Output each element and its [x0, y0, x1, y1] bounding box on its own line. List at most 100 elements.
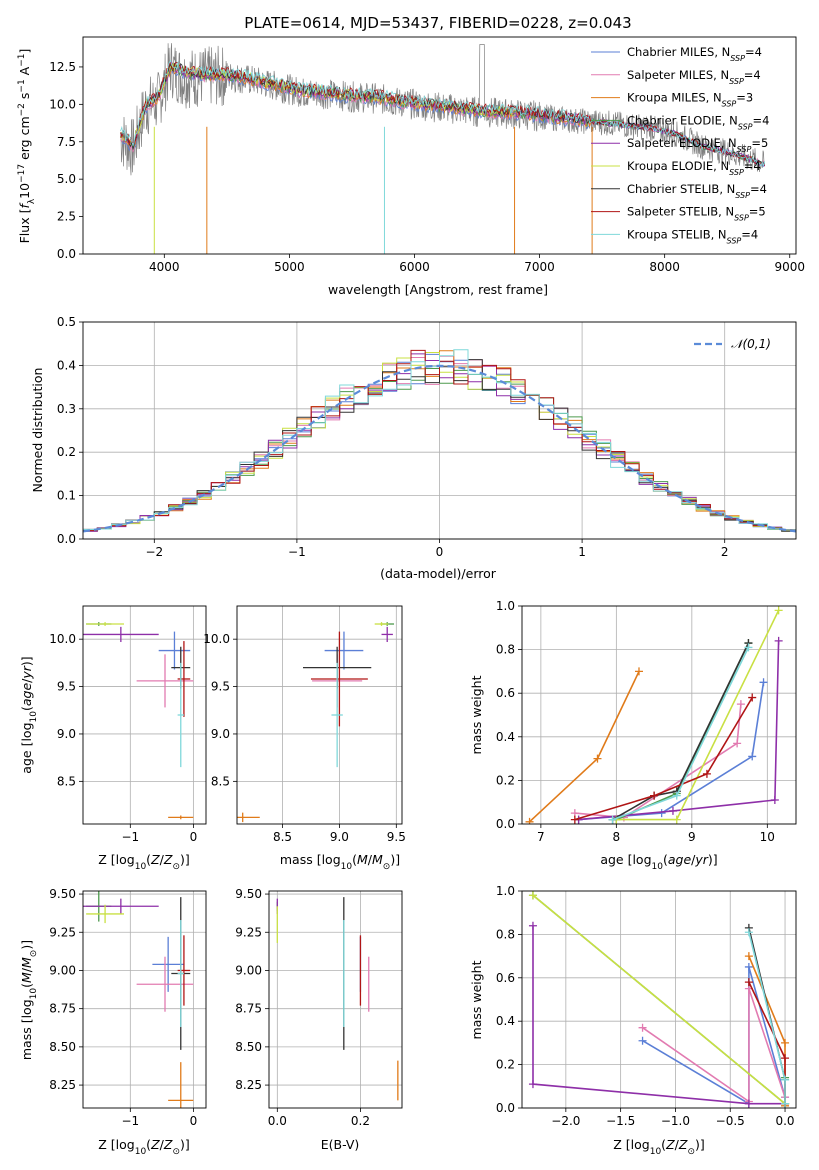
axes-frame	[82, 36, 797, 255]
point-salpeter_miles	[136, 956, 194, 1012]
x-axis-label: wavelength [Angstrom, rest frame]	[328, 282, 548, 297]
y-tick-label: 0.0	[496, 817, 515, 831]
x-tick-label: −2.0	[551, 1114, 580, 1128]
x-tick-label: 7000	[524, 260, 555, 274]
x-tick-label: 0.0	[268, 1114, 287, 1128]
axes-frame	[521, 605, 797, 825]
y-tick-label: 0.1	[57, 489, 76, 503]
y-tick-label: 0.4	[57, 358, 76, 372]
x-tick-label: 2	[721, 545, 729, 559]
chart-weight_vs_age: 7 8 9 10 0.0 0.2 0.4 0.6 0.8 1.0 age [log10(age/yr…	[469, 599, 797, 872]
series-salpeter_elodie	[528, 921, 790, 1108]
series-marker	[744, 928, 753, 937]
y-tick-label: 8.75	[235, 1002, 262, 1016]
x-tick-label: 6000	[399, 260, 430, 274]
y-tick-label: 0.3	[57, 402, 76, 416]
axes-frame	[268, 890, 403, 1109]
x-tick-label: −0.5	[716, 1114, 745, 1128]
series-marker	[781, 1038, 790, 1047]
series-line	[616, 610, 780, 821]
y-tick-label: 9.50	[235, 887, 262, 901]
point-salpeter_stelib	[177, 935, 191, 1006]
point-kroupa_miles	[237, 812, 260, 823]
x-tick-label: 9.5	[387, 830, 406, 844]
x-axis-label: Z [log10(Z/Z⊙)]	[98, 852, 190, 872]
point-kroupa_miles	[168, 815, 194, 820]
series-marker	[672, 815, 681, 824]
y-tick-label: 0.0	[57, 532, 76, 546]
y-tick-label: 0.2	[57, 445, 76, 459]
plot-area	[276, 897, 399, 1101]
y-tick-label: 9.00	[235, 963, 262, 977]
histogram-kroupa_stelib	[83, 349, 796, 531]
x-tick-label: 0	[436, 545, 444, 559]
series-marker	[638, 1023, 647, 1032]
grid	[269, 891, 402, 1108]
y-tick-label: 0.0	[496, 1101, 515, 1115]
series-marker	[702, 769, 711, 778]
y-tick-label: 9.0	[57, 727, 76, 741]
plot-area	[528, 891, 790, 1108]
series-marker	[528, 891, 537, 900]
legend-label: Kroupa MILES, NSSP=3	[627, 91, 753, 109]
y-tick-label: 0.0	[57, 247, 76, 261]
point-kroupa_stelib	[177, 920, 184, 1028]
axes-frame	[82, 890, 207, 1109]
series-line	[574, 697, 753, 821]
x-tick-label: 8000	[649, 260, 680, 274]
legend-label: Chabrier MILES, NSSP=4	[627, 45, 762, 63]
y-axis-label: Flux [fλ10−17 erg cm−2 s−1 A−1]	[17, 49, 37, 244]
point-kroupa_elodie	[374, 622, 389, 626]
point-chabrier_miles	[158, 631, 191, 670]
series-marker	[570, 815, 579, 824]
model-spectrum-chabrier_stelib	[120, 62, 765, 165]
series-line	[642, 988, 786, 1104]
axes: −1 0 8.25 8.50 8.75 9.00 9.25 9.50	[49, 887, 207, 1128]
series-line	[578, 682, 765, 821]
y-tick-label: 0.2	[496, 773, 515, 787]
series-line	[574, 704, 742, 819]
x-tick-label: 0	[190, 830, 198, 844]
series-kroupa_elodie	[528, 891, 790, 1108]
chart-age_vs_mass: 8.5 9.0 9.5 8.5 9.0 9.5 10.0 mass [log10(M/M⊙)]	[203, 605, 406, 872]
axes-frame	[82, 605, 207, 825]
y-tick-label: 1.0	[496, 884, 515, 898]
axes: −2 −1 0 1 2 0.0 0.1 0.2 0.3 0.4 0.5	[57, 315, 797, 559]
legend: Chabrier MILES, NSSP=4 Salpeter MILES, NS…	[591, 45, 769, 245]
x-tick-label: 0.0	[775, 1114, 794, 1128]
y-tick-label: 0.5	[57, 315, 76, 329]
x-tick-label: 9.0	[330, 830, 349, 844]
series-marker	[770, 796, 779, 805]
legend-label: Kroupa ELODIE, NSSP=4	[627, 159, 761, 177]
series-marker	[748, 752, 757, 761]
axes: 7 8 9 10 0.0 0.2 0.4 0.6 0.8 1.0	[496, 599, 797, 844]
series-line	[616, 642, 750, 821]
plot-area	[83, 349, 796, 533]
y-tick-label: 9.5	[57, 680, 76, 694]
y-tick-label: 0.4	[496, 730, 515, 744]
point-salpeter_stelib	[310, 631, 368, 727]
legend-label: Salpeter MILES, NSSP=4	[627, 68, 761, 86]
series-marker	[608, 815, 617, 824]
axes: −1 0 8.5 9.0 9.5 10.0	[49, 605, 207, 844]
legend-label: Chabrier STELIB, NSSP=4	[627, 182, 767, 200]
series-marker	[736, 700, 745, 709]
y-tick-label: 8.75	[49, 1002, 76, 1016]
plot-area	[237, 622, 395, 823]
point-chabrier_miles	[324, 631, 364, 670]
series-marker	[774, 636, 783, 645]
x-axis-label: E(B-V)	[321, 1137, 360, 1152]
axes: 8.5 9.0 9.5 8.5 9.0 9.5 10.0	[203, 605, 406, 844]
axes: −2.0 −1.5 −1.0 −0.5 0.0 0.0 0.2 0.4 0.6 0.8 1.0	[496, 884, 797, 1128]
series-marker	[528, 921, 537, 930]
x-tick-label: 7	[537, 830, 545, 844]
chart-mass_vs_Z: −1 0 8.25 8.50 8.75 9.00 9.25 9.50 Z [log10(Z/Z⊙…	[19, 887, 207, 1157]
x-tick-label: −1.0	[661, 1114, 690, 1128]
series-marker	[759, 678, 768, 687]
x-tick-label: 1	[578, 545, 586, 559]
series-kroupa_stelib	[744, 928, 790, 1108]
x-axis-label: age [log10(age/yr)]	[600, 852, 717, 872]
y-axis-label: Normed distribution	[30, 368, 45, 493]
series-marker	[672, 791, 681, 800]
